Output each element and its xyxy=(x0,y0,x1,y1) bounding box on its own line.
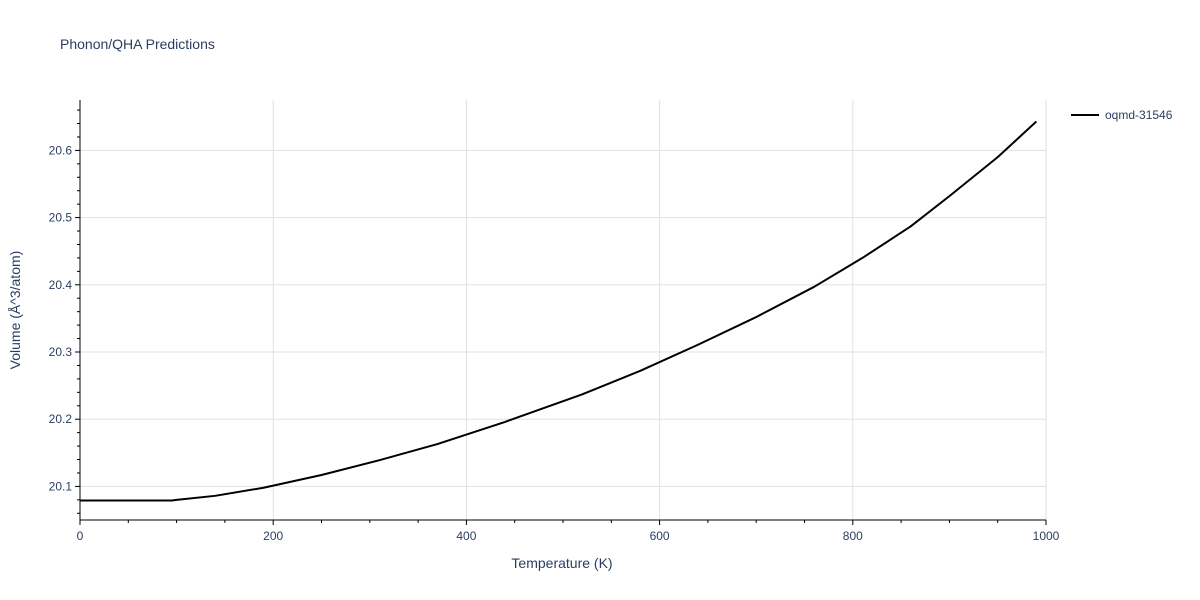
y-axis-title: Volume (Å^3/atom) xyxy=(7,251,23,370)
legend[interactable]: oqmd-31546 xyxy=(1071,108,1173,122)
y-tick-label: 20.6 xyxy=(49,143,73,157)
y-gridlines xyxy=(80,149,1046,487)
series-line-oqmd-31546[interactable] xyxy=(80,120,1038,502)
x-tick-label: 400 xyxy=(456,529,476,543)
x-tick-label: 0 xyxy=(77,529,84,543)
y-tick-label: 20.3 xyxy=(49,345,73,359)
chart-title: Phonon/QHA Predictions xyxy=(60,36,215,52)
x-tick-label: 200 xyxy=(263,529,283,543)
y-tick-label: 20.4 xyxy=(49,278,73,292)
x-tick-label: 1000 xyxy=(1033,529,1060,543)
y-tick-label: 20.5 xyxy=(49,211,73,225)
x-gridlines xyxy=(272,100,1047,520)
x-axis-title: Temperature (K) xyxy=(511,555,612,571)
axes xyxy=(79,100,1046,521)
x-tick-label: 600 xyxy=(650,529,670,543)
y-tick-labels: 20.1 20.2 20.3 20.4 20.5 20.6 xyxy=(49,143,73,493)
x-tick-label: 800 xyxy=(843,529,863,543)
x-tick-labels: 0 200 400 600 800 1000 xyxy=(77,529,1060,543)
minor-ticks xyxy=(75,109,1047,525)
y-tick-label: 20.1 xyxy=(49,479,73,493)
series-layer xyxy=(80,120,1038,502)
legend-label-oqmd-31546: oqmd-31546 xyxy=(1105,108,1173,122)
y-tick-label: 20.2 xyxy=(49,412,73,426)
